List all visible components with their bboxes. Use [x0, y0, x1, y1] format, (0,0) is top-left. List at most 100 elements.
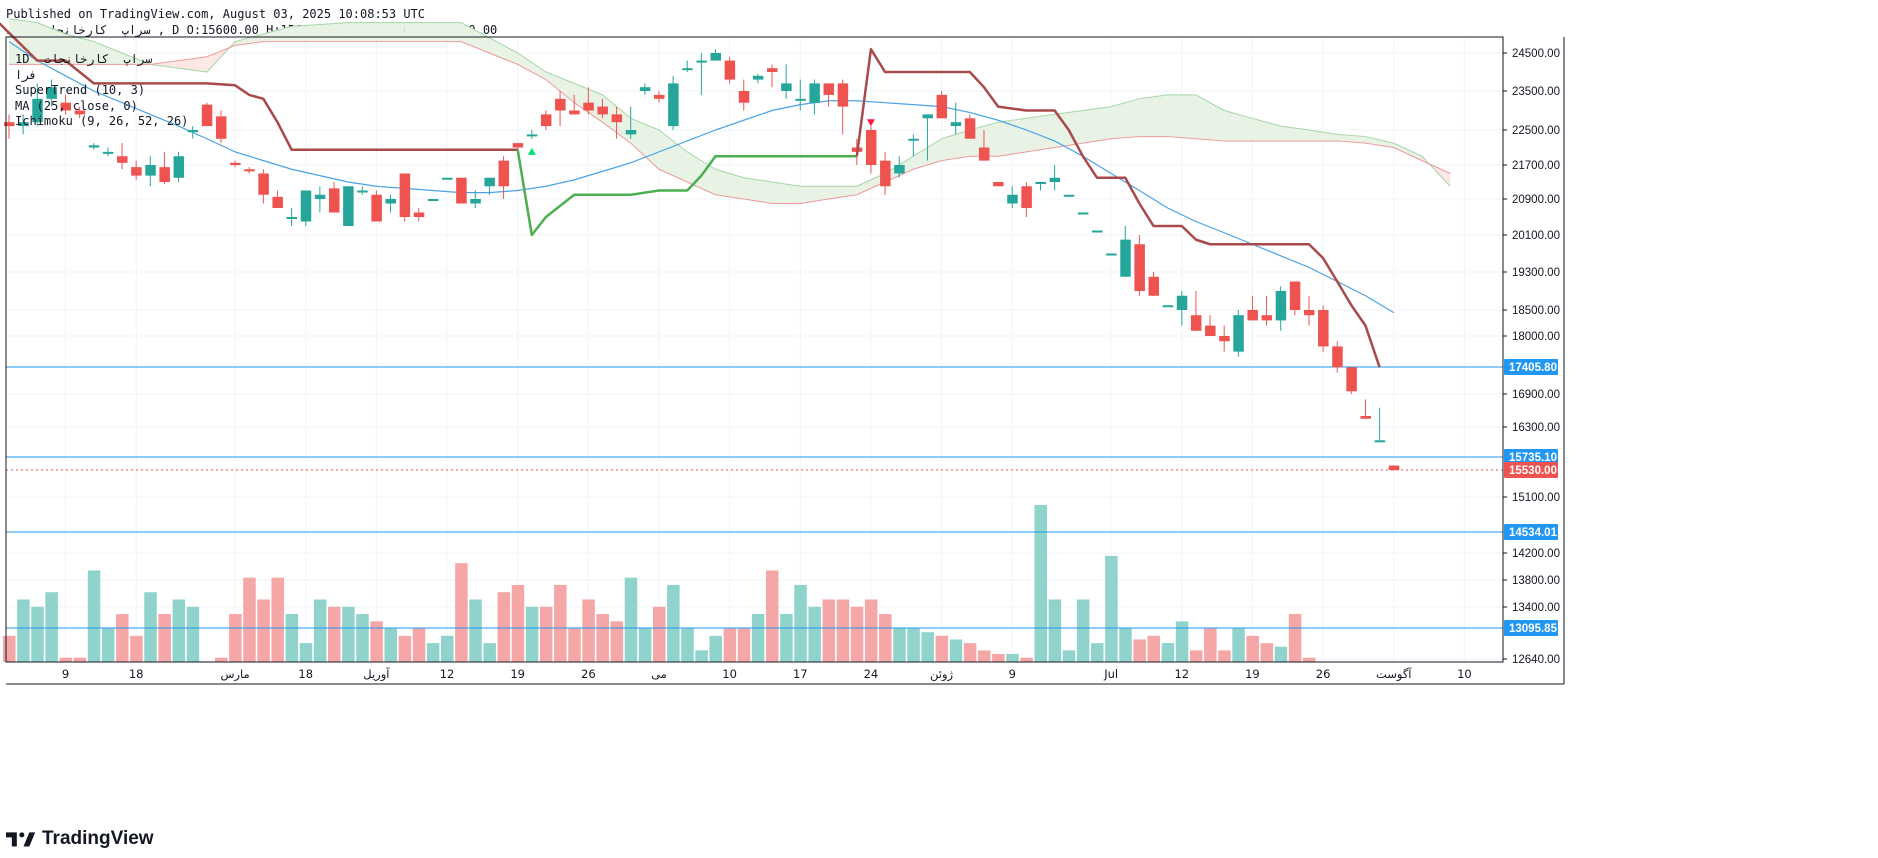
candle	[244, 167, 255, 174]
volume-bar	[624, 577, 638, 662]
volume-bar	[1302, 657, 1316, 662]
candle	[1303, 295, 1315, 326]
legend-ma[interactable]: MA (25, close, 0)	[15, 98, 138, 113]
candle-body	[964, 118, 976, 139]
volume-bar	[667, 584, 680, 662]
volume-bar	[977, 650, 991, 662]
volume-bar	[356, 614, 369, 662]
y-tick-label: 13400.00	[1512, 602, 1560, 614]
volume-bar	[935, 635, 949, 662]
candle-body	[286, 217, 298, 219]
candle	[18, 114, 29, 135]
volume-bar	[822, 599, 836, 662]
price-axis[interactable]: 24500.00 23500.00 22500.00 21700.00 20900.00…	[1503, 48, 1560, 666]
y-tick-label: 22500.00	[1512, 125, 1560, 137]
cloud-segment	[1365, 136, 1394, 148]
volume-bar	[836, 599, 850, 662]
candle-body	[300, 190, 312, 222]
candle-body	[314, 194, 326, 199]
x-tick-label: 12	[1174, 667, 1189, 681]
candle	[767, 64, 778, 88]
candle-body	[1035, 182, 1046, 184]
price-line-label: 15530.00	[1509, 465, 1557, 477]
candle	[187, 126, 199, 139]
volume-bar	[596, 614, 609, 662]
tradingview-logo-icon	[6, 832, 36, 847]
x-tick-label: آگوست	[1376, 667, 1412, 682]
candle	[1374, 407, 1386, 443]
volume-bar	[850, 606, 864, 662]
volume-bar	[384, 628, 398, 662]
price-line-label-bg	[1504, 359, 1558, 375]
candle-body	[357, 190, 368, 193]
candle	[1049, 165, 1061, 191]
senkou-span-b	[9, 41, 1451, 204]
candle-body	[696, 60, 707, 63]
candle-body	[1261, 315, 1273, 321]
volume-bar	[1175, 621, 1189, 662]
cloud-segment	[1026, 114, 1055, 152]
candle-body	[724, 60, 736, 80]
candle	[272, 190, 283, 208]
volume-bar	[1076, 599, 1090, 662]
candle	[922, 114, 933, 161]
candle-body	[922, 114, 933, 119]
volume-bar	[186, 606, 200, 662]
x-tick-label: 10	[722, 667, 737, 681]
candle	[399, 173, 411, 222]
candle	[880, 151, 891, 195]
candle	[371, 190, 382, 222]
y-tick-label: 20900.00	[1512, 194, 1560, 206]
volume-bar	[1246, 635, 1259, 662]
y-tick-label: 12640.00	[1512, 654, 1560, 666]
volume-bar	[1274, 646, 1288, 662]
candle-body	[908, 138, 919, 141]
candle	[1063, 194, 1075, 197]
supertrend-down	[0, 22, 518, 151]
publish-info: Published on TradingView.com, August 03,…	[6, 7, 426, 21]
legend-supertrend[interactable]: SuperTrend (10, 3)	[15, 83, 146, 97]
candle	[540, 110, 552, 130]
y-tick-label: 24500.00	[1512, 48, 1560, 60]
tradingview-logo[interactable]: TradingView	[6, 826, 154, 852]
candle	[484, 177, 495, 195]
volume-bar	[59, 657, 73, 662]
x-tick-label: 10	[1457, 667, 1472, 681]
volume-bar	[907, 628, 920, 662]
volume-bar	[327, 606, 341, 662]
volume-bar	[299, 643, 313, 662]
legend-symbol[interactable]: 1D سراپ کارخانجات	[15, 52, 153, 66]
candle	[1190, 291, 1202, 331]
candle-body	[1374, 440, 1386, 443]
candle	[427, 199, 439, 201]
candle	[1360, 399, 1371, 419]
candle-body	[413, 212, 425, 217]
candle-body	[1303, 310, 1315, 316]
cloud-segment	[93, 41, 123, 65]
volume-bar	[455, 563, 468, 662]
volume-bar	[3, 635, 16, 662]
candle-body	[399, 173, 411, 217]
candle-body	[738, 91, 750, 103]
y-tick-label: 16900.00	[1512, 389, 1560, 401]
candle-body	[272, 196, 283, 208]
legend-ichimoku[interactable]: Ichimoku (9, 26, 52, 26)	[15, 114, 189, 128]
volume-bar	[313, 599, 327, 662]
candle	[1148, 272, 1160, 296]
tradingview-brand: TradingView	[42, 828, 154, 849]
volume-bar	[17, 599, 30, 662]
candle	[1106, 253, 1117, 256]
candle	[752, 73, 764, 84]
candle	[724, 56, 736, 84]
cloud-segment	[37, 22, 66, 65]
volume-bar	[483, 643, 496, 662]
price-line-label-bg	[1504, 620, 1558, 636]
volume-bar	[1091, 643, 1104, 662]
cloud-segment	[1167, 94, 1196, 139]
volume-bar	[893, 628, 906, 662]
candle	[823, 83, 835, 107]
candle-body	[1205, 325, 1216, 336]
volume-bar	[1119, 628, 1132, 662]
time-axis[interactable]: 9 18 مارس 18 آوریل 12 19 26 می 10 17 24 ژوئن 9 Jul 12 19…	[62, 667, 1472, 682]
